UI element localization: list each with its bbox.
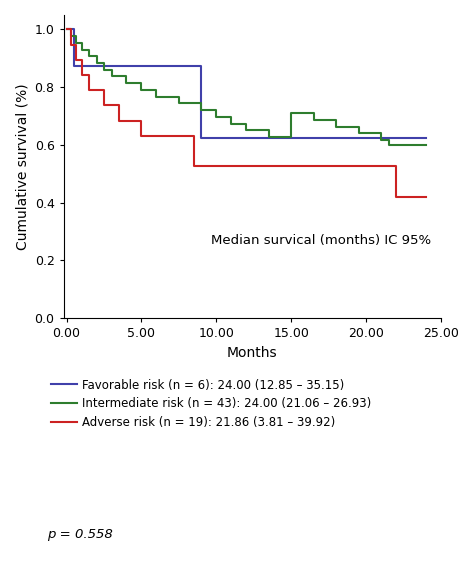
Text: p = 0.558: p = 0.558 (47, 528, 113, 541)
Y-axis label: Cumulative survival (%): Cumulative survival (%) (15, 83, 29, 250)
Legend: Favorable risk (n = 6): 24.00 (12.85 – 35.15), Intermediate risk (n = 43): 24.00: Favorable risk (n = 6): 24.00 (12.85 – 3… (51, 379, 372, 430)
X-axis label: Months: Months (227, 345, 278, 360)
Text: Median survical (months) IC 95%: Median survical (months) IC 95% (211, 233, 431, 247)
